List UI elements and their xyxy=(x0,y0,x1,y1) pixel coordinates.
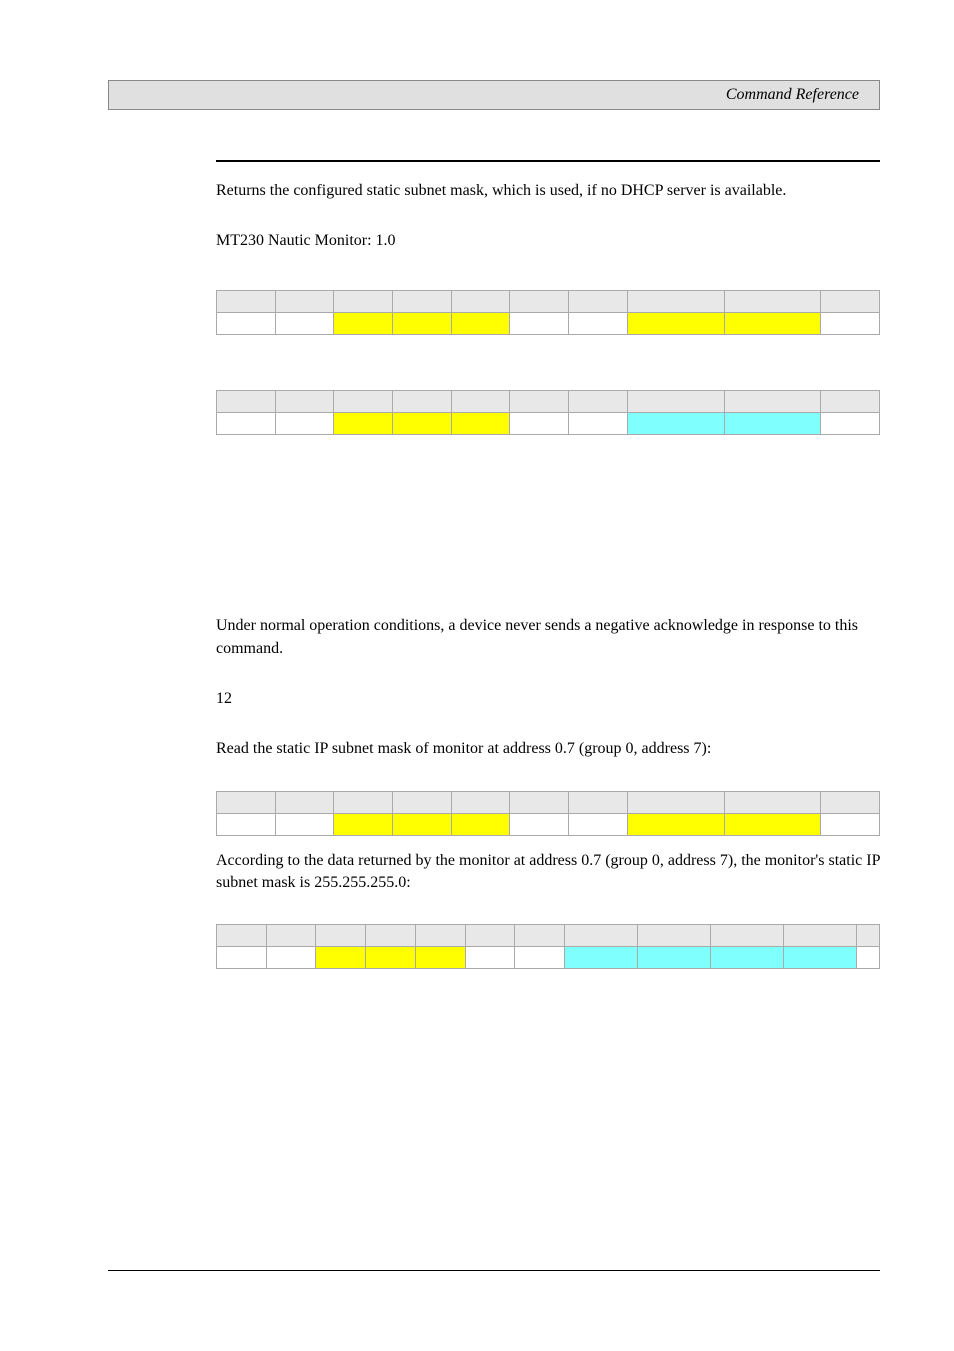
header-title: Command Reference xyxy=(726,86,859,104)
packet-table-2 xyxy=(216,390,880,435)
section-rule xyxy=(216,160,880,162)
packet-table-1 xyxy=(216,290,880,335)
footer-rule xyxy=(108,1270,880,1271)
device-line: MT230 Nautic Monitor: 1.0 xyxy=(216,232,880,250)
section-number: 12 xyxy=(216,690,880,708)
packet-table-4 xyxy=(216,924,880,969)
content-area: Returns the configured static subnet mas… xyxy=(216,160,880,979)
page-header: Command Reference xyxy=(108,80,880,110)
nak-note: Under normal operation conditions, a dev… xyxy=(216,615,880,660)
intro-paragraph: Returns the configured static subnet mas… xyxy=(216,180,880,202)
example-return-text: According to the data returned by the mo… xyxy=(216,850,880,895)
packet-table-3 xyxy=(216,791,880,836)
example-read-text: Read the static IP subnet mask of monito… xyxy=(216,738,880,760)
